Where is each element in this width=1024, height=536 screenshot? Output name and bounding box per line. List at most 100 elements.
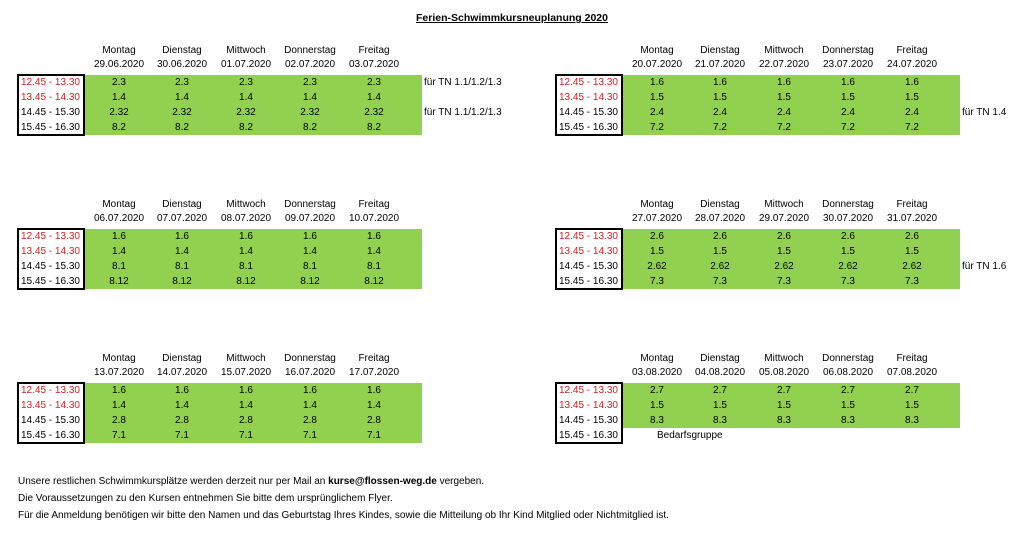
day-name: Freitag (358, 199, 390, 210)
time-slot-box: 12.45 - 13.30 13.45 - 14.30 14.45 - 15.30 1… (555, 228, 623, 290)
course-cell: 1.4 (175, 92, 189, 103)
time-slot: 12.45 - 13.30 (559, 385, 618, 396)
day-date: 13.07.2020 (93, 367, 145, 378)
time-slot: 12.45 - 13.30 (559, 77, 618, 88)
week-table: Montag 29.06.2020 Dienstag 30.06.2020 Mittwo… (17, 44, 502, 144)
course-cell: 1.5 (650, 400, 664, 411)
course-cell: 7.2 (905, 122, 919, 133)
course-cell: 2.62 (710, 261, 730, 272)
course-cell: 2.6 (713, 231, 727, 242)
course-cell: 1.4 (367, 92, 381, 103)
course-cell: 1.5 (713, 92, 727, 103)
day-name: Dienstag (700, 199, 740, 210)
course-cell: 2.8 (112, 415, 126, 426)
week-table: Montag 13.07.2020 Dienstag 14.07.2020 Mittwo… (17, 352, 487, 452)
course-cell: 8.1 (303, 261, 317, 272)
day-header: Donnerstag 30.07.2020 (816, 198, 880, 226)
course-cell: 8.3 (650, 415, 664, 426)
course-cell: 8.12 (236, 276, 256, 287)
course-cell: 8.12 (364, 276, 384, 287)
green-fill (623, 75, 960, 135)
course-cell: 2.32 (109, 107, 129, 118)
time-slot: 15.45 - 16.30 (559, 122, 618, 133)
course-cell: 1.4 (175, 246, 189, 257)
day-header: Freitag 24.07.2020 (880, 44, 944, 72)
time-slot: 14.45 - 15.30 (559, 261, 618, 272)
day-date: 22.07.2020 (758, 59, 810, 70)
course-cell: 7.1 (303, 430, 317, 441)
green-fill (623, 229, 960, 289)
course-cell: 2.4 (841, 107, 855, 118)
time-slot: 15.45 - 16.30 (559, 430, 618, 441)
course-cell: 1.4 (112, 400, 126, 411)
day-name: Donnerstag (284, 199, 336, 210)
course-cell: 1.6 (905, 77, 919, 88)
course-cell: 8.1 (367, 261, 381, 272)
day-name: Mittwoch (764, 199, 804, 210)
day-header: Dienstag 07.07.2020 (150, 198, 214, 226)
course-cell: 1.5 (905, 92, 919, 103)
course-cell: 1.4 (303, 92, 317, 103)
course-cell: 7.3 (841, 276, 855, 287)
course-cell: 2.32 (236, 107, 256, 118)
course-cell: 1.5 (841, 246, 855, 257)
day-header: Freitag 07.08.2020 (880, 352, 944, 380)
day-name: Montag (102, 199, 136, 210)
course-cell: 2.7 (650, 385, 664, 396)
course-cell: 8.1 (239, 261, 253, 272)
day-header: Dienstag 30.06.2020 (150, 44, 214, 72)
day-header: Montag 03.08.2020 (625, 352, 689, 380)
course-cell: 2.6 (650, 231, 664, 242)
course-cell: 2.3 (239, 77, 253, 88)
course-cell: 8.3 (777, 415, 791, 426)
day-name: Freitag (896, 199, 928, 210)
day-name: Mittwoch (764, 45, 804, 56)
course-cell: 8.3 (713, 415, 727, 426)
course-cell: 2.32 (300, 107, 320, 118)
day-header: Montag 20.07.2020 (625, 44, 689, 72)
course-cell: 1.5 (905, 246, 919, 257)
course-cell: 8.1 (175, 261, 189, 272)
green-fill (623, 383, 960, 428)
course-cell: 1.6 (112, 385, 126, 396)
day-name: Dienstag (162, 353, 202, 364)
course-cell: 2.8 (175, 415, 189, 426)
footer-text: vergeben. (436, 476, 485, 487)
day-header: Donnerstag 23.07.2020 (816, 44, 880, 72)
course-cell: 1.6 (367, 385, 381, 396)
course-cell: 1.5 (777, 246, 791, 257)
day-name: Montag (640, 45, 674, 56)
course-cell: 2.3 (112, 77, 126, 88)
day-header: Mittwoch 05.08.2020 (752, 352, 816, 380)
day-date: 27.07.2020 (631, 213, 683, 224)
time-slot: 14.45 - 15.30 (21, 261, 80, 272)
day-name: Mittwoch (226, 353, 266, 364)
course-cell: 1.4 (112, 92, 126, 103)
day-date: 10.07.2020 (348, 213, 400, 224)
course-cell: 7.3 (713, 276, 727, 287)
day-date: 15.07.2020 (220, 367, 272, 378)
day-name: Freitag (358, 353, 390, 364)
time-slot-box: 12.45 - 13.30 13.45 - 14.30 14.45 - 15.30 1… (555, 382, 623, 444)
day-date: 24.07.2020 (886, 59, 938, 70)
day-date: 28.07.2020 (694, 213, 746, 224)
time-slot: 12.45 - 13.30 (21, 231, 80, 242)
day-name: Montag (640, 199, 674, 210)
time-slot: 12.45 - 13.30 (21, 385, 80, 396)
last-row-note: Bedarfsgruppe (657, 430, 723, 441)
day-header: Montag 29.06.2020 (87, 44, 151, 72)
email-link[interactable]: kurse@flossen-weg.de (328, 476, 437, 487)
course-cell: 2.4 (905, 107, 919, 118)
course-cell: 2.62 (647, 261, 667, 272)
day-header: Montag 27.07.2020 (625, 198, 689, 226)
course-cell: 7.1 (367, 430, 381, 441)
footer-line-3: Für die Anmeldung benötigen wir bitte de… (18, 510, 669, 521)
day-name: Freitag (896, 353, 928, 364)
course-cell: 2.62 (838, 261, 858, 272)
course-cell: 7.2 (777, 122, 791, 133)
time-slot-box: 12.45 - 13.30 13.45 - 14.30 14.45 - 15.30 1… (17, 228, 85, 290)
course-cell: 1.6 (367, 231, 381, 242)
day-name: Montag (102, 45, 136, 56)
green-fill (85, 229, 422, 289)
course-cell: 2.62 (774, 261, 794, 272)
